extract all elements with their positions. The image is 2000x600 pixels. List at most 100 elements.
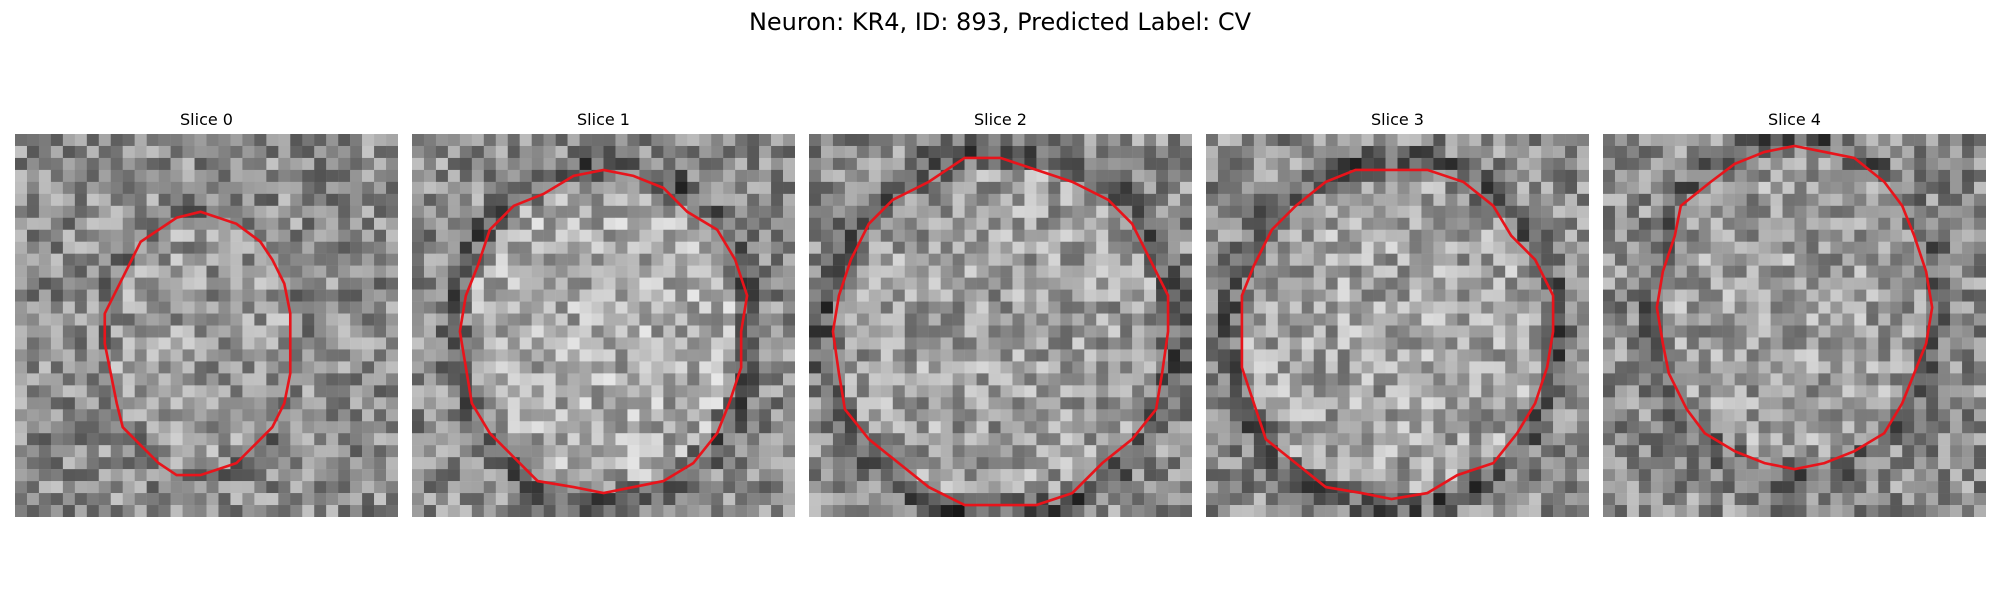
pixel <box>374 241 387 254</box>
pixel <box>1206 505 1219 517</box>
pixel <box>771 193 784 207</box>
pixel <box>1361 181 1374 195</box>
pixel <box>15 385 28 398</box>
pixel <box>591 337 604 350</box>
pixel <box>1036 385 1049 398</box>
pixel <box>1144 505 1157 517</box>
pixel <box>1241 349 1255 362</box>
pixel <box>952 361 965 374</box>
pixel <box>1950 193 1963 207</box>
pixel <box>26 373 40 386</box>
pixel <box>663 457 676 470</box>
pixel <box>1878 337 1891 350</box>
pixel <box>1206 373 1219 386</box>
pixel <box>1541 313 1554 326</box>
pixel <box>1577 433 1589 446</box>
pixel <box>783 373 795 386</box>
pixel <box>1024 433 1037 446</box>
pixel <box>459 205 473 219</box>
pixel <box>1614 409 1628 422</box>
pixel <box>940 385 953 398</box>
pixel <box>1373 385 1386 398</box>
pixel <box>158 169 171 183</box>
pixel <box>338 205 351 219</box>
pixel <box>1048 337 1061 350</box>
pixel <box>1686 217 1699 230</box>
pixel <box>1421 361 1434 374</box>
pixel <box>699 385 712 398</box>
pixel <box>759 385 772 398</box>
pixel <box>302 337 315 350</box>
pixel <box>1662 277 1676 290</box>
pixel <box>412 349 425 362</box>
pixel <box>326 313 339 326</box>
pixel <box>1457 325 1470 338</box>
pixel <box>230 409 243 422</box>
pixel <box>26 457 40 470</box>
pixel <box>1024 217 1037 230</box>
pixel <box>182 493 195 506</box>
pixel <box>1806 313 1819 326</box>
pixel <box>242 433 255 446</box>
pixel <box>1914 145 1927 159</box>
pixel <box>1433 409 1446 422</box>
pixel <box>1770 217 1783 230</box>
pixel <box>1926 181 1939 195</box>
pixel <box>326 397 339 410</box>
pixel <box>62 229 76 242</box>
pixel <box>639 433 652 446</box>
pixel <box>38 421 52 434</box>
pixel <box>1674 301 1688 314</box>
pixel <box>1144 277 1157 290</box>
pixel <box>206 241 219 254</box>
pixel <box>1529 193 1542 207</box>
pixel <box>1084 157 1097 171</box>
pixel <box>663 241 676 254</box>
pixel <box>1084 421 1097 434</box>
pixel <box>964 289 977 302</box>
pixel <box>747 373 760 386</box>
pixel <box>1842 265 1855 278</box>
pixel <box>254 145 267 159</box>
pixel <box>663 349 676 362</box>
pixel <box>350 253 363 266</box>
pixel <box>783 169 795 183</box>
pixel <box>1854 193 1867 207</box>
pixel <box>627 337 640 350</box>
pixel <box>1505 421 1518 434</box>
pixel <box>940 181 953 195</box>
pixel <box>62 301 76 314</box>
pixel <box>74 157 88 171</box>
pixel <box>892 217 905 230</box>
pixel <box>1289 265 1302 278</box>
pixel <box>412 241 425 254</box>
pixel <box>1782 445 1795 458</box>
pixel <box>1626 301 1640 314</box>
pixel <box>1409 169 1422 183</box>
pixel <box>1734 193 1747 207</box>
pixel <box>1229 337 1243 350</box>
pixel <box>976 289 989 302</box>
pixel <box>471 337 485 350</box>
pixel <box>1361 301 1374 314</box>
pixel <box>675 409 688 422</box>
pixel <box>771 181 784 195</box>
pixel <box>38 361 52 374</box>
pixel <box>1914 169 1927 183</box>
pixel <box>1385 469 1398 482</box>
pixel <box>603 385 616 398</box>
pixel <box>1060 433 1073 446</box>
pixel <box>1024 421 1037 434</box>
pixel <box>1674 229 1688 242</box>
pixel <box>1505 469 1518 482</box>
pixel <box>1866 421 1879 434</box>
pixel <box>579 421 592 434</box>
pixel <box>1253 457 1267 470</box>
pixel <box>206 313 219 326</box>
pixel <box>1926 289 1939 302</box>
pixel <box>1385 445 1398 458</box>
pixel <box>1710 373 1723 386</box>
pixel <box>1084 433 1097 446</box>
pixel <box>62 433 76 446</box>
pixel <box>1132 169 1145 183</box>
